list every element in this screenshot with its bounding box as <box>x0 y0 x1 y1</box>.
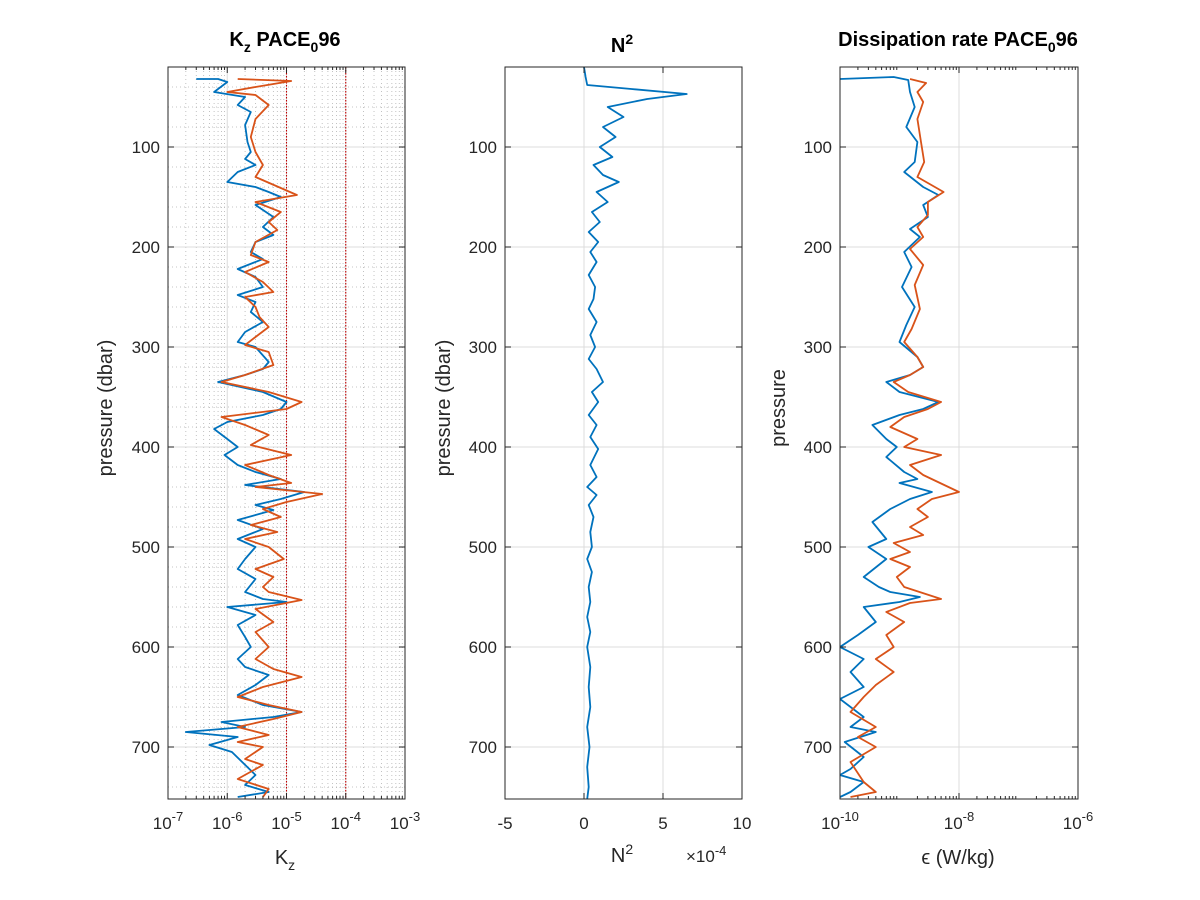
dissipation-x-tick-label: 10-8 <box>944 809 974 833</box>
dissipation-series <box>840 76 960 798</box>
kz-x-tick-label: 10-6 <box>212 809 242 833</box>
kz-panel-title: Kz PACE096 <box>229 29 340 55</box>
kz-series-line-2 <box>220 78 324 798</box>
dissipation-x-axis-label: ϵ (W/kg) <box>921 847 994 869</box>
n2-y-tick-label: 300 <box>469 338 497 357</box>
kz-x-tick-label: 10-7 <box>153 809 183 833</box>
n2-series-line-1 <box>583 67 688 799</box>
kz-y-tick-label: 400 <box>132 438 160 457</box>
kz-series-line-1 <box>184 78 306 798</box>
dissipation-x-tick-label: 10-6 <box>1063 809 1093 833</box>
n2-x-tick-label: -5 <box>497 814 512 833</box>
dissipation-y-tick-label: 300 <box>804 338 832 357</box>
n2-x-tick-label: 5 <box>658 814 667 833</box>
dissipation-y-tick-label: 200 <box>804 238 832 257</box>
n2-y-axis-label: pressure (dbar) <box>433 340 455 477</box>
kz-x-axis-label: Kz <box>275 847 295 873</box>
dissipation-series-line-1 <box>840 76 940 798</box>
dissipation-y-tick-label: 600 <box>804 638 832 657</box>
kz-y-tick-label: 600 <box>132 638 160 657</box>
n2-axes-box <box>504 66 743 800</box>
n2-y-tick-label: 400 <box>469 438 497 457</box>
n2-y-tick-label: 700 <box>469 738 497 757</box>
dissipation-series-line-2 <box>849 78 960 798</box>
n2-x-tick-label: 10 <box>733 814 752 833</box>
n2-y-tick-label: 100 <box>469 138 497 157</box>
dissipation-x-tick-label: 10-10 <box>821 809 859 833</box>
kz-panel: Kz PACE096 10-7 10-6 10-5 10-4 10-3 100 200 300… <box>95 29 420 873</box>
n2-x-multiplier: ×10-4 <box>686 843 726 866</box>
n2-series <box>583 67 688 799</box>
n2-x-tick-label: 0 <box>579 814 588 833</box>
kz-x-tick-label: 10-4 <box>331 809 361 833</box>
dissipation-y-tick-label: 400 <box>804 438 832 457</box>
kz-y-tick-label: 300 <box>132 338 160 357</box>
dissipation-y-axis-label: pressure <box>768 369 790 447</box>
n2-y-tick-label: 200 <box>469 238 497 257</box>
dissipation-y-tick-label: 500 <box>804 538 832 557</box>
n2-y-tick-label: 600 <box>469 638 497 657</box>
kz-y-tick-label: 700 <box>132 738 160 757</box>
kz-series <box>184 78 324 798</box>
dissipation-y-tick-label: 100 <box>804 138 832 157</box>
kz-x-tick-label: 10-3 <box>390 809 420 833</box>
dissipation-panel: Dissipation rate PACE096 10-10 10-8 10-610… <box>768 29 1093 869</box>
dissipation-y-tick-label: 700 <box>804 738 832 757</box>
n2-y-tick-label: 500 <box>469 538 497 557</box>
dissipation-panel-title: Dissipation rate PACE096 <box>838 29 1078 55</box>
kz-y-tick-label: 200 <box>132 238 160 257</box>
n2-panel-title: N2 <box>611 31 633 57</box>
kz-y-tick-label: 100 <box>132 138 160 157</box>
n2-axes: -5 0 5 10 100 200 300 400 500 600 700 <box>469 66 752 833</box>
kz-y-axis-label: pressure (dbar) <box>95 340 117 477</box>
n2-x-axis-label: N2 <box>611 841 633 867</box>
kz-reference-lines <box>285 67 347 799</box>
kz-x-tick-label: 10-5 <box>271 809 301 833</box>
kz-y-tick-label: 500 <box>132 538 160 557</box>
kz-axes: 10-7 10-6 10-5 10-4 10-3 100 200 300 400 500 600 70… <box>132 66 420 833</box>
dissipation-axes: 10-10 10-8 10-6 100 200 300 400 500 600 700 <box>804 66 1093 833</box>
